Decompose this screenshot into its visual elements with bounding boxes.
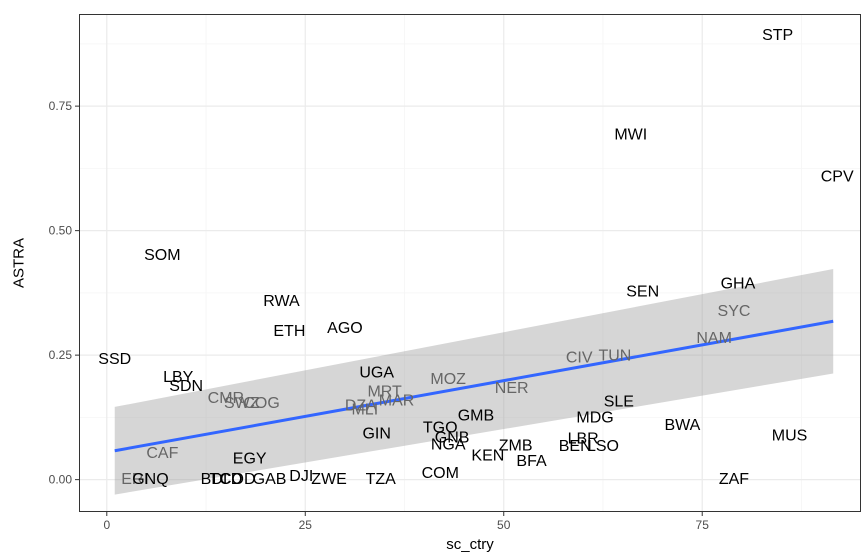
point-label-dji: DJI bbox=[289, 468, 313, 485]
point-labels: STP MWI CPV SOM GHA SEN RWA SYC AGO ETH NAM CIV TUN S… bbox=[98, 27, 854, 488]
point-label-ssd: SSD bbox=[98, 351, 131, 368]
point-label-cod: COD bbox=[220, 471, 256, 488]
point-label-lbr: LBR bbox=[568, 430, 599, 447]
y-axis-title: ASTRA bbox=[11, 238, 28, 288]
x-axis-title: sc_ctry bbox=[446, 536, 494, 553]
panel-border bbox=[79, 14, 861, 512]
point-label-tcd: TCD bbox=[209, 471, 242, 488]
point-label-eri: ERI bbox=[121, 471, 148, 488]
x-tick-label: 75 bbox=[696, 518, 710, 532]
point-label-caf: CAF bbox=[146, 445, 178, 462]
point-label-zmb: ZMB bbox=[499, 437, 533, 454]
point-label-ner: NER bbox=[495, 380, 529, 397]
x-axis-ticks: 0 25 50 75 bbox=[103, 512, 709, 532]
y-axis-ticks: 0.00 0.25 0.50 0.75 bbox=[49, 99, 79, 487]
point-label-gmb: GMB bbox=[458, 407, 494, 424]
point-label-gab: GAB bbox=[253, 471, 287, 488]
point-label-mar: MAR bbox=[379, 392, 415, 409]
point-label-gnq: GNQ bbox=[132, 471, 168, 488]
point-label-bwa: BWA bbox=[664, 417, 700, 434]
point-label-ken: KEN bbox=[471, 448, 504, 465]
grid-major bbox=[79, 14, 861, 512]
grid-minor bbox=[79, 14, 861, 512]
point-label-uga: UGA bbox=[359, 365, 394, 382]
point-label-som: SOM bbox=[144, 247, 180, 264]
x-tick-label: 0 bbox=[103, 518, 110, 532]
point-label-mdg: MDG bbox=[576, 409, 613, 426]
point-label-civ: CIV bbox=[566, 350, 593, 367]
y-tick-label: 0.75 bbox=[49, 99, 73, 113]
point-label-lby: LBY bbox=[163, 369, 194, 386]
point-label-swz: SWZ bbox=[224, 395, 260, 412]
point-label-com: COM bbox=[422, 465, 459, 482]
point-label-mli: MLI bbox=[351, 401, 378, 418]
y-tick-label: 0.25 bbox=[49, 348, 73, 362]
point-label-gha: GHA bbox=[721, 275, 756, 292]
point-label-mus: MUS bbox=[772, 427, 808, 444]
point-label-stp: STP bbox=[762, 27, 793, 44]
point-label-mwi: MWI bbox=[614, 127, 647, 144]
point-label-lso: LSO bbox=[587, 438, 619, 455]
point-label-rwa: RWA bbox=[263, 293, 300, 310]
point-label-sdn: SDN bbox=[169, 378, 203, 395]
point-label-cog: COG bbox=[243, 395, 279, 412]
y-tick-label: 0.00 bbox=[49, 473, 73, 487]
point-label-eth: ETH bbox=[273, 323, 305, 340]
point-label-mrt: MRT bbox=[367, 383, 402, 400]
point-label-tun: TUN bbox=[598, 348, 631, 365]
point-label-bfa: BFA bbox=[516, 453, 547, 470]
point-label-tza: TZA bbox=[366, 471, 397, 488]
x-tick-label: 50 bbox=[497, 518, 511, 532]
point-label-gnb: GNB bbox=[435, 429, 470, 446]
regression-line bbox=[114, 319, 834, 453]
point-label-zaf: ZAF bbox=[719, 471, 749, 488]
point-label-sen: SEN bbox=[626, 283, 659, 300]
point-label-moz: MOZ bbox=[430, 371, 466, 388]
point-label-dza: DZA bbox=[345, 397, 377, 414]
point-label-sle: SLE bbox=[604, 393, 634, 410]
point-label-gin: GIN bbox=[362, 425, 390, 442]
point-label-nga: NGA bbox=[431, 436, 466, 453]
panel-background bbox=[79, 14, 861, 512]
x-tick-label: 25 bbox=[299, 518, 313, 532]
point-label-tgo: TGO bbox=[423, 419, 458, 436]
confidence-band bbox=[114, 268, 834, 495]
point-label-cpv: CPV bbox=[821, 168, 854, 185]
point-label-syc: SYC bbox=[718, 303, 751, 320]
point-label-zwe: ZWE bbox=[311, 471, 347, 488]
point-label-ago: AGO bbox=[327, 320, 363, 337]
point-label-bdi: BDI bbox=[201, 471, 228, 488]
point-label-cmr: CMR bbox=[208, 390, 244, 407]
point-label-nam: NAM bbox=[696, 330, 732, 347]
point-label-egy: EGY bbox=[233, 451, 267, 468]
y-tick-label: 0.50 bbox=[49, 224, 73, 238]
point-label-ben: BEN bbox=[559, 438, 592, 455]
